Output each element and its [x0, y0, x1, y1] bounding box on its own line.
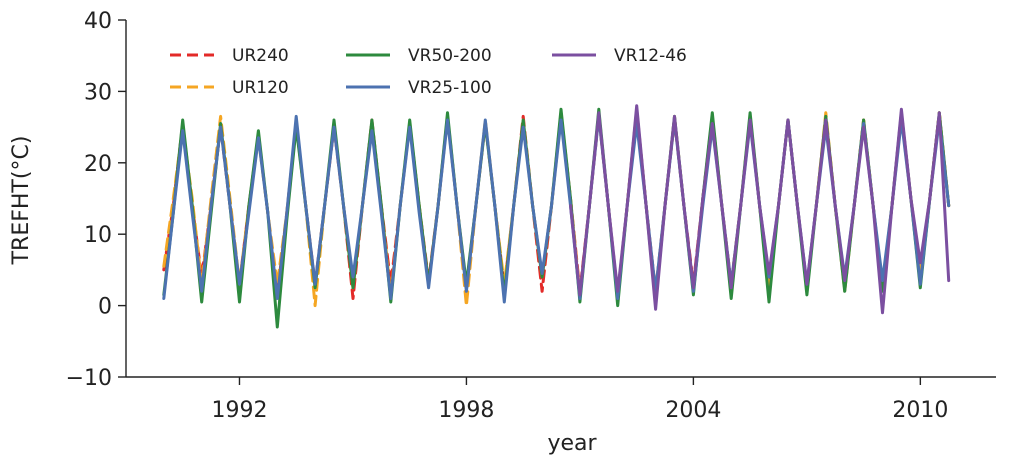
legend-label: UR120	[232, 78, 289, 98]
y-tick-label: 20	[84, 152, 112, 177]
y-tick-label: 0	[98, 295, 112, 320]
y-tick-label: 40	[84, 9, 112, 34]
x-tick-label: 1992	[211, 398, 267, 423]
legend-label: VR12-46	[614, 46, 687, 66]
y-ticks: −10 0 10 20 30 40	[66, 9, 126, 391]
x-tick-label: 2010	[892, 398, 948, 423]
x-tick-label: 2004	[665, 398, 721, 423]
legend-label: VR25-100	[408, 78, 492, 98]
x-axis-title: year	[547, 431, 597, 456]
series-line-vr50-200	[162, 107, 951, 329]
y-axis-title: TREFHT(°C)	[9, 136, 34, 266]
legend: UR240 UR120 VR50-200 VR25-100 VR12-46	[170, 46, 687, 98]
series-layer	[162, 104, 951, 329]
x-ticks: 1992 1998 2004 2010	[211, 377, 948, 423]
series-line-vr12-46	[569, 104, 951, 315]
legend-label: UR240	[232, 46, 289, 66]
y-tick-label: −10	[66, 366, 112, 391]
y-tick-label: 30	[84, 80, 112, 105]
y-tick-label: 10	[84, 223, 112, 248]
x-tick-label: 1998	[438, 398, 494, 423]
legend-label: VR50-200	[408, 46, 492, 66]
